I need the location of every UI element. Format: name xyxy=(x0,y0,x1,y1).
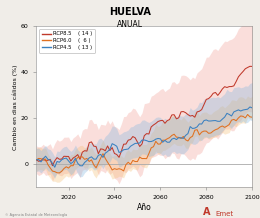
Y-axis label: Cambio en dias cálidos (%): Cambio en dias cálidos (%) xyxy=(12,64,18,150)
Text: Emet: Emet xyxy=(216,211,234,217)
Text: ANUAL: ANUAL xyxy=(117,20,143,29)
Text: HUELVA: HUELVA xyxy=(109,7,151,17)
Legend: RCP8.5    ( 14 ), RCP6.0    (  6 ), RCP4.5    ( 13 ): RCP8.5 ( 14 ), RCP6.0 ( 6 ), RCP4.5 ( 13… xyxy=(39,29,95,53)
Text: © Agencia Estatal de Meteorología: © Agencia Estatal de Meteorología xyxy=(5,213,67,217)
X-axis label: Año: Año xyxy=(137,203,152,212)
Text: A: A xyxy=(203,207,210,217)
